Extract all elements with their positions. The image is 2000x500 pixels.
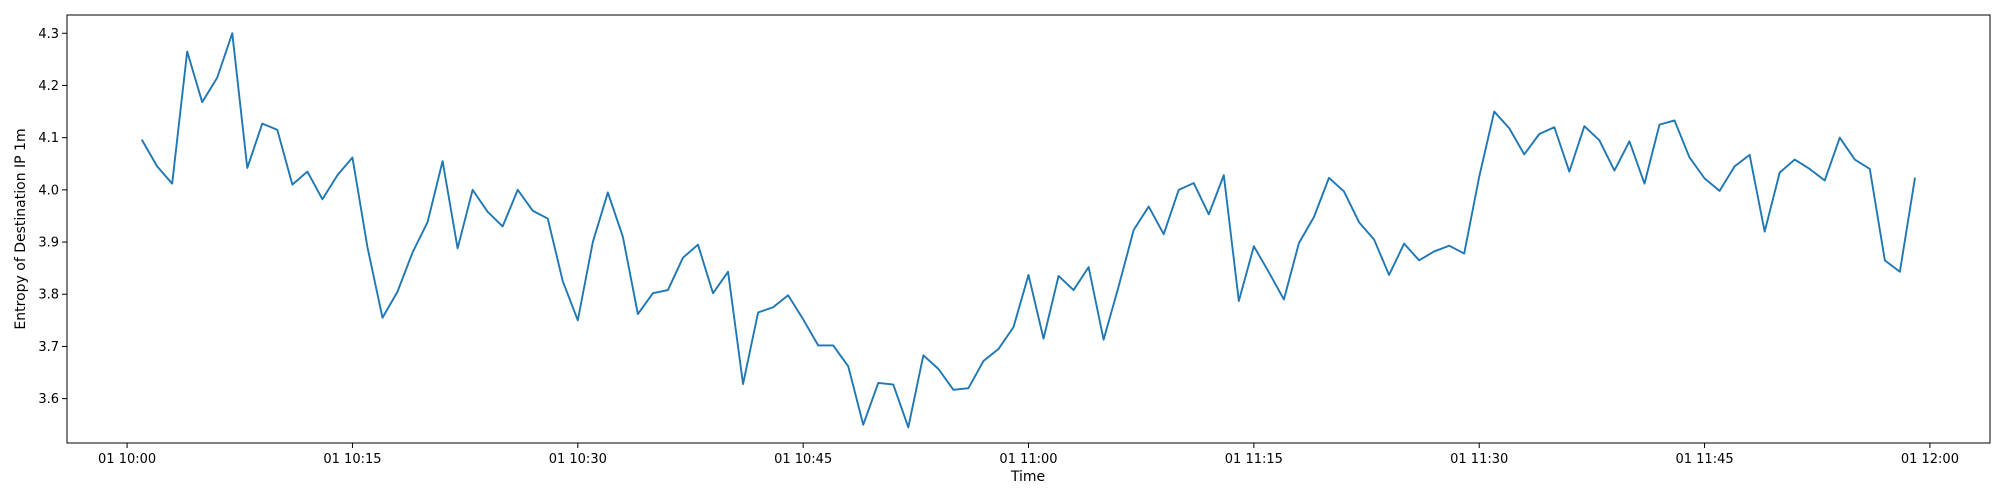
- y-tick-label: 3.8: [38, 288, 59, 303]
- y-tick-label: 3.7: [38, 340, 59, 355]
- x-axis: 01 10:00 01 10:15 01 10:30 01 10:45 01 11:00…: [98, 443, 1959, 467]
- x-tick-label: 01 10:00: [98, 452, 156, 467]
- plot-frame: [66, 14, 1991, 444]
- x-tick-label: 01 11:00: [999, 452, 1057, 467]
- x-tick-label: 01 10:45: [774, 452, 832, 467]
- y-axis-label: Entropy of Destination IP 1m: [13, 128, 29, 329]
- x-axis-label: Time: [1010, 469, 1045, 485]
- y-tick-label: 4.0: [38, 183, 59, 198]
- x-tick-label: 01 11:45: [1675, 452, 1733, 467]
- series-line: [141, 32, 1916, 429]
- y-tick-label: 3.6: [38, 392, 59, 407]
- x-tick-label: 01 10:30: [549, 452, 607, 467]
- x-tick-label: 01 10:15: [323, 452, 381, 467]
- y-axis: 3.6 3.7 3.8 3.9 4.0 4.1 4.2 4.3: [38, 27, 67, 407]
- plot-area: [67, 15, 1990, 443]
- y-tick-label: 3.9: [38, 236, 59, 251]
- x-tick-label: 01 12:00: [1901, 452, 1959, 467]
- y-tick-label: 4.1: [38, 131, 59, 146]
- x-tick-label: 01 11:30: [1450, 452, 1508, 467]
- y-tick-label: 4.3: [38, 27, 59, 42]
- x-tick-label: 01 11:15: [1225, 452, 1283, 467]
- y-tick-label: 4.2: [38, 79, 59, 94]
